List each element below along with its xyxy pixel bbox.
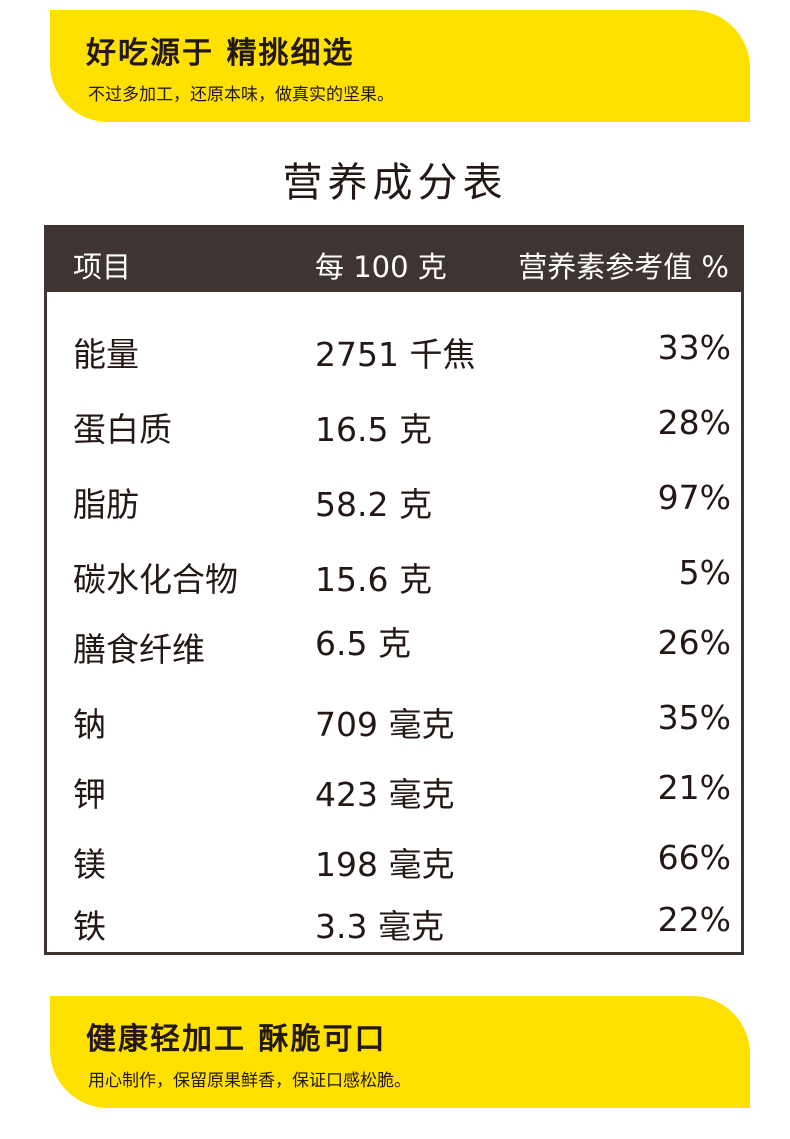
nutrient-nrv: 97% <box>657 478 731 517</box>
nutrient-name: 蛋白质 <box>73 410 172 449</box>
nutrient-nrv: 66% <box>657 838 731 877</box>
nutrition-table-title: 营养成分表 <box>282 160 508 206</box>
nutrient-amount: 2751 千焦 <box>315 335 476 374</box>
table-row: 铁 3.3 毫克 22% <box>47 900 741 960</box>
nutrient-nrv: 35% <box>657 698 731 737</box>
nutrient-amount: 3.3 毫克 <box>315 907 444 946</box>
nutrient-amount: 709 毫克 <box>315 705 455 744</box>
bottom-banner: 健康轻加工 酥脆可口 用心制作，保留原果鲜香，保证口感松脆。 <box>50 996 750 1108</box>
table-row: 膳食纤维 6.5 克 26% <box>47 623 741 683</box>
top-banner-headline: 好吃源于 精挑细选 <box>86 36 355 71</box>
nutrient-name: 碳水化合物 <box>73 560 238 599</box>
nutrient-nrv: 33% <box>657 328 731 367</box>
bottom-banner-headline: 健康轻加工 酥脆可口 <box>86 1022 387 1057</box>
header-item: 项目 <box>73 250 132 284</box>
nutrition-table: 项目 每 100 克 营养素参考值 % 能量 2751 千焦 33% 蛋白质 1… <box>44 225 744 955</box>
nutrient-amount: 58.2 克 <box>315 485 432 524</box>
nutrient-nrv: 28% <box>657 403 731 442</box>
nutrient-name: 钠 <box>73 705 106 744</box>
top-banner-subline: 不过多加工，还原本味，做真实的坚果。 <box>88 85 394 105</box>
nutrient-amount: 15.6 克 <box>315 560 432 599</box>
nutrient-nrv: 26% <box>657 623 731 662</box>
nutrient-name: 膳食纤维 <box>73 630 205 669</box>
nutrient-amount: 423 毫克 <box>315 775 455 814</box>
nutrient-amount: 198 毫克 <box>315 845 455 884</box>
table-row: 能量 2751 千焦 33% <box>47 328 741 388</box>
nutrient-nrv: 21% <box>657 768 731 807</box>
bottom-banner-subline: 用心制作，保留原果鲜香，保证口感松脆。 <box>88 1071 411 1091</box>
table-row: 钾 423 毫克 21% <box>47 768 741 828</box>
nutrient-name: 铁 <box>73 907 106 946</box>
nutrient-name: 脂肪 <box>73 485 139 524</box>
header-nrv-percent: 营养素参考值 % <box>518 250 729 284</box>
header-per-100g: 每 100 克 <box>315 250 447 284</box>
nutrient-name: 能量 <box>73 335 139 374</box>
table-header-row: 项目 每 100 克 营养素参考值 % <box>47 228 741 292</box>
nutrient-name: 钾 <box>73 775 106 814</box>
nutrient-amount: 6.5 克 <box>315 624 411 663</box>
nutrient-name: 镁 <box>73 845 106 884</box>
nutrient-nrv: 5% <box>678 553 731 592</box>
table-row: 镁 198 毫克 66% <box>47 838 741 898</box>
table-row: 脂肪 58.2 克 97% <box>47 478 741 538</box>
table-row: 钠 709 毫克 35% <box>47 698 741 758</box>
nutrient-amount: 16.5 克 <box>315 410 432 449</box>
table-row: 碳水化合物 15.6 克 5% <box>47 553 741 613</box>
nutrient-nrv: 22% <box>657 900 731 939</box>
top-banner: 好吃源于 精挑细选 不过多加工，还原本味，做真实的坚果。 <box>50 10 750 122</box>
table-row: 蛋白质 16.5 克 28% <box>47 403 741 463</box>
